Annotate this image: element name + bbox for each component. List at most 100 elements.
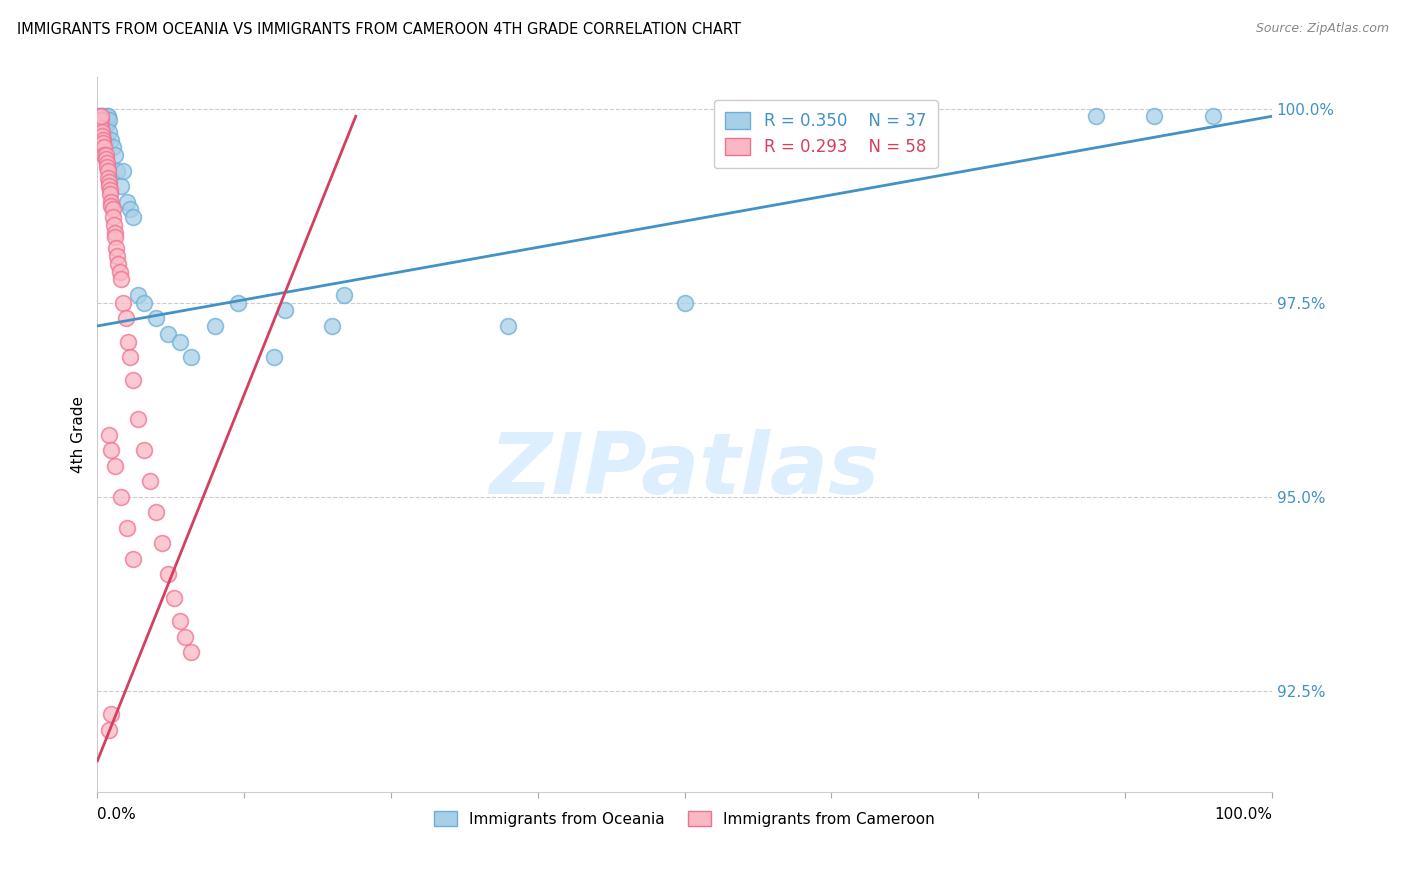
Point [1202,109,1225,123]
Point [98,723,121,737]
Point [110,179,132,194]
Point [139,475,162,489]
Point [90,120,112,135]
Point [89,120,111,135]
Point [96,160,118,174]
Point [134,443,156,458]
Point [100,198,122,212]
Point [96,156,118,170]
Point [321,318,343,333]
Text: IMMIGRANTS FROM OCEANIA VS IMMIGRANTS FROM CAMEROON 4TH GRADE CORRELATION CHART: IMMIGRANTS FROM OCEANIA VS IMMIGRANTS FR… [17,22,741,37]
Point [104,226,127,240]
Point [87,109,110,123]
Point [108,264,131,278]
Point [100,707,122,722]
Point [150,536,173,550]
Point [121,552,143,566]
Point [97,171,120,186]
Point [101,202,124,217]
Point [91,113,114,128]
Point [174,630,197,644]
Point [110,272,132,286]
Point [98,183,121,197]
Point [121,373,143,387]
Point [91,132,114,146]
Point [94,132,117,146]
Point [1084,109,1107,123]
Point [180,645,202,659]
Point [96,117,118,131]
Point [91,109,114,123]
Point [121,211,143,225]
Point [115,521,138,535]
Point [204,318,226,333]
Point [120,202,142,217]
Point [145,505,167,519]
Point [127,412,149,426]
Point [100,132,122,146]
Point [274,303,297,318]
Point [90,113,112,128]
Point [263,350,285,364]
Point [862,109,884,123]
Point [104,458,127,473]
Point [105,249,128,263]
Point [1143,109,1166,123]
Point [100,443,122,458]
Point [91,128,114,143]
Point [98,125,121,139]
Point [93,148,115,162]
Point [90,109,112,123]
Point [104,229,127,244]
Point [333,288,356,302]
Point [112,295,135,310]
Point [114,311,136,326]
Point [98,186,121,201]
Y-axis label: 4th Grade: 4th Grade [72,396,86,473]
Point [97,109,120,123]
Point [498,318,520,333]
Point [97,163,120,178]
Point [145,311,167,326]
Point [112,163,135,178]
Point [94,148,117,162]
Point [96,109,118,123]
Point [87,113,110,128]
Point [89,117,111,131]
Point [90,109,112,123]
Point [117,334,139,349]
Point [93,140,115,154]
Point [101,140,124,154]
Point [226,295,249,310]
Text: ZIPatlas: ZIPatlas [489,429,880,512]
Point [105,241,128,255]
Point [115,194,138,209]
Point [156,567,179,582]
Point [673,295,696,310]
Point [94,152,117,166]
Point [98,179,121,194]
Point [98,427,121,442]
Point [156,326,179,341]
Point [107,257,129,271]
Point [103,218,125,232]
Point [100,194,122,209]
Point [180,350,202,364]
Point [163,591,186,605]
Point [98,175,121,189]
Point [120,350,142,364]
Point [101,211,124,225]
Text: Source: ZipAtlas.com: Source: ZipAtlas.com [1256,22,1389,36]
Point [91,136,114,151]
Point [104,148,127,162]
Text: 0.0%: 0.0% [97,807,136,822]
Point [127,288,149,302]
Point [93,120,115,135]
Legend: Immigrants from Oceania, Immigrants from Cameroon: Immigrants from Oceania, Immigrants from… [426,803,942,834]
Point [98,113,121,128]
Point [105,163,128,178]
Point [134,295,156,310]
Point [169,334,191,349]
Point [169,614,191,628]
Point [91,125,114,139]
